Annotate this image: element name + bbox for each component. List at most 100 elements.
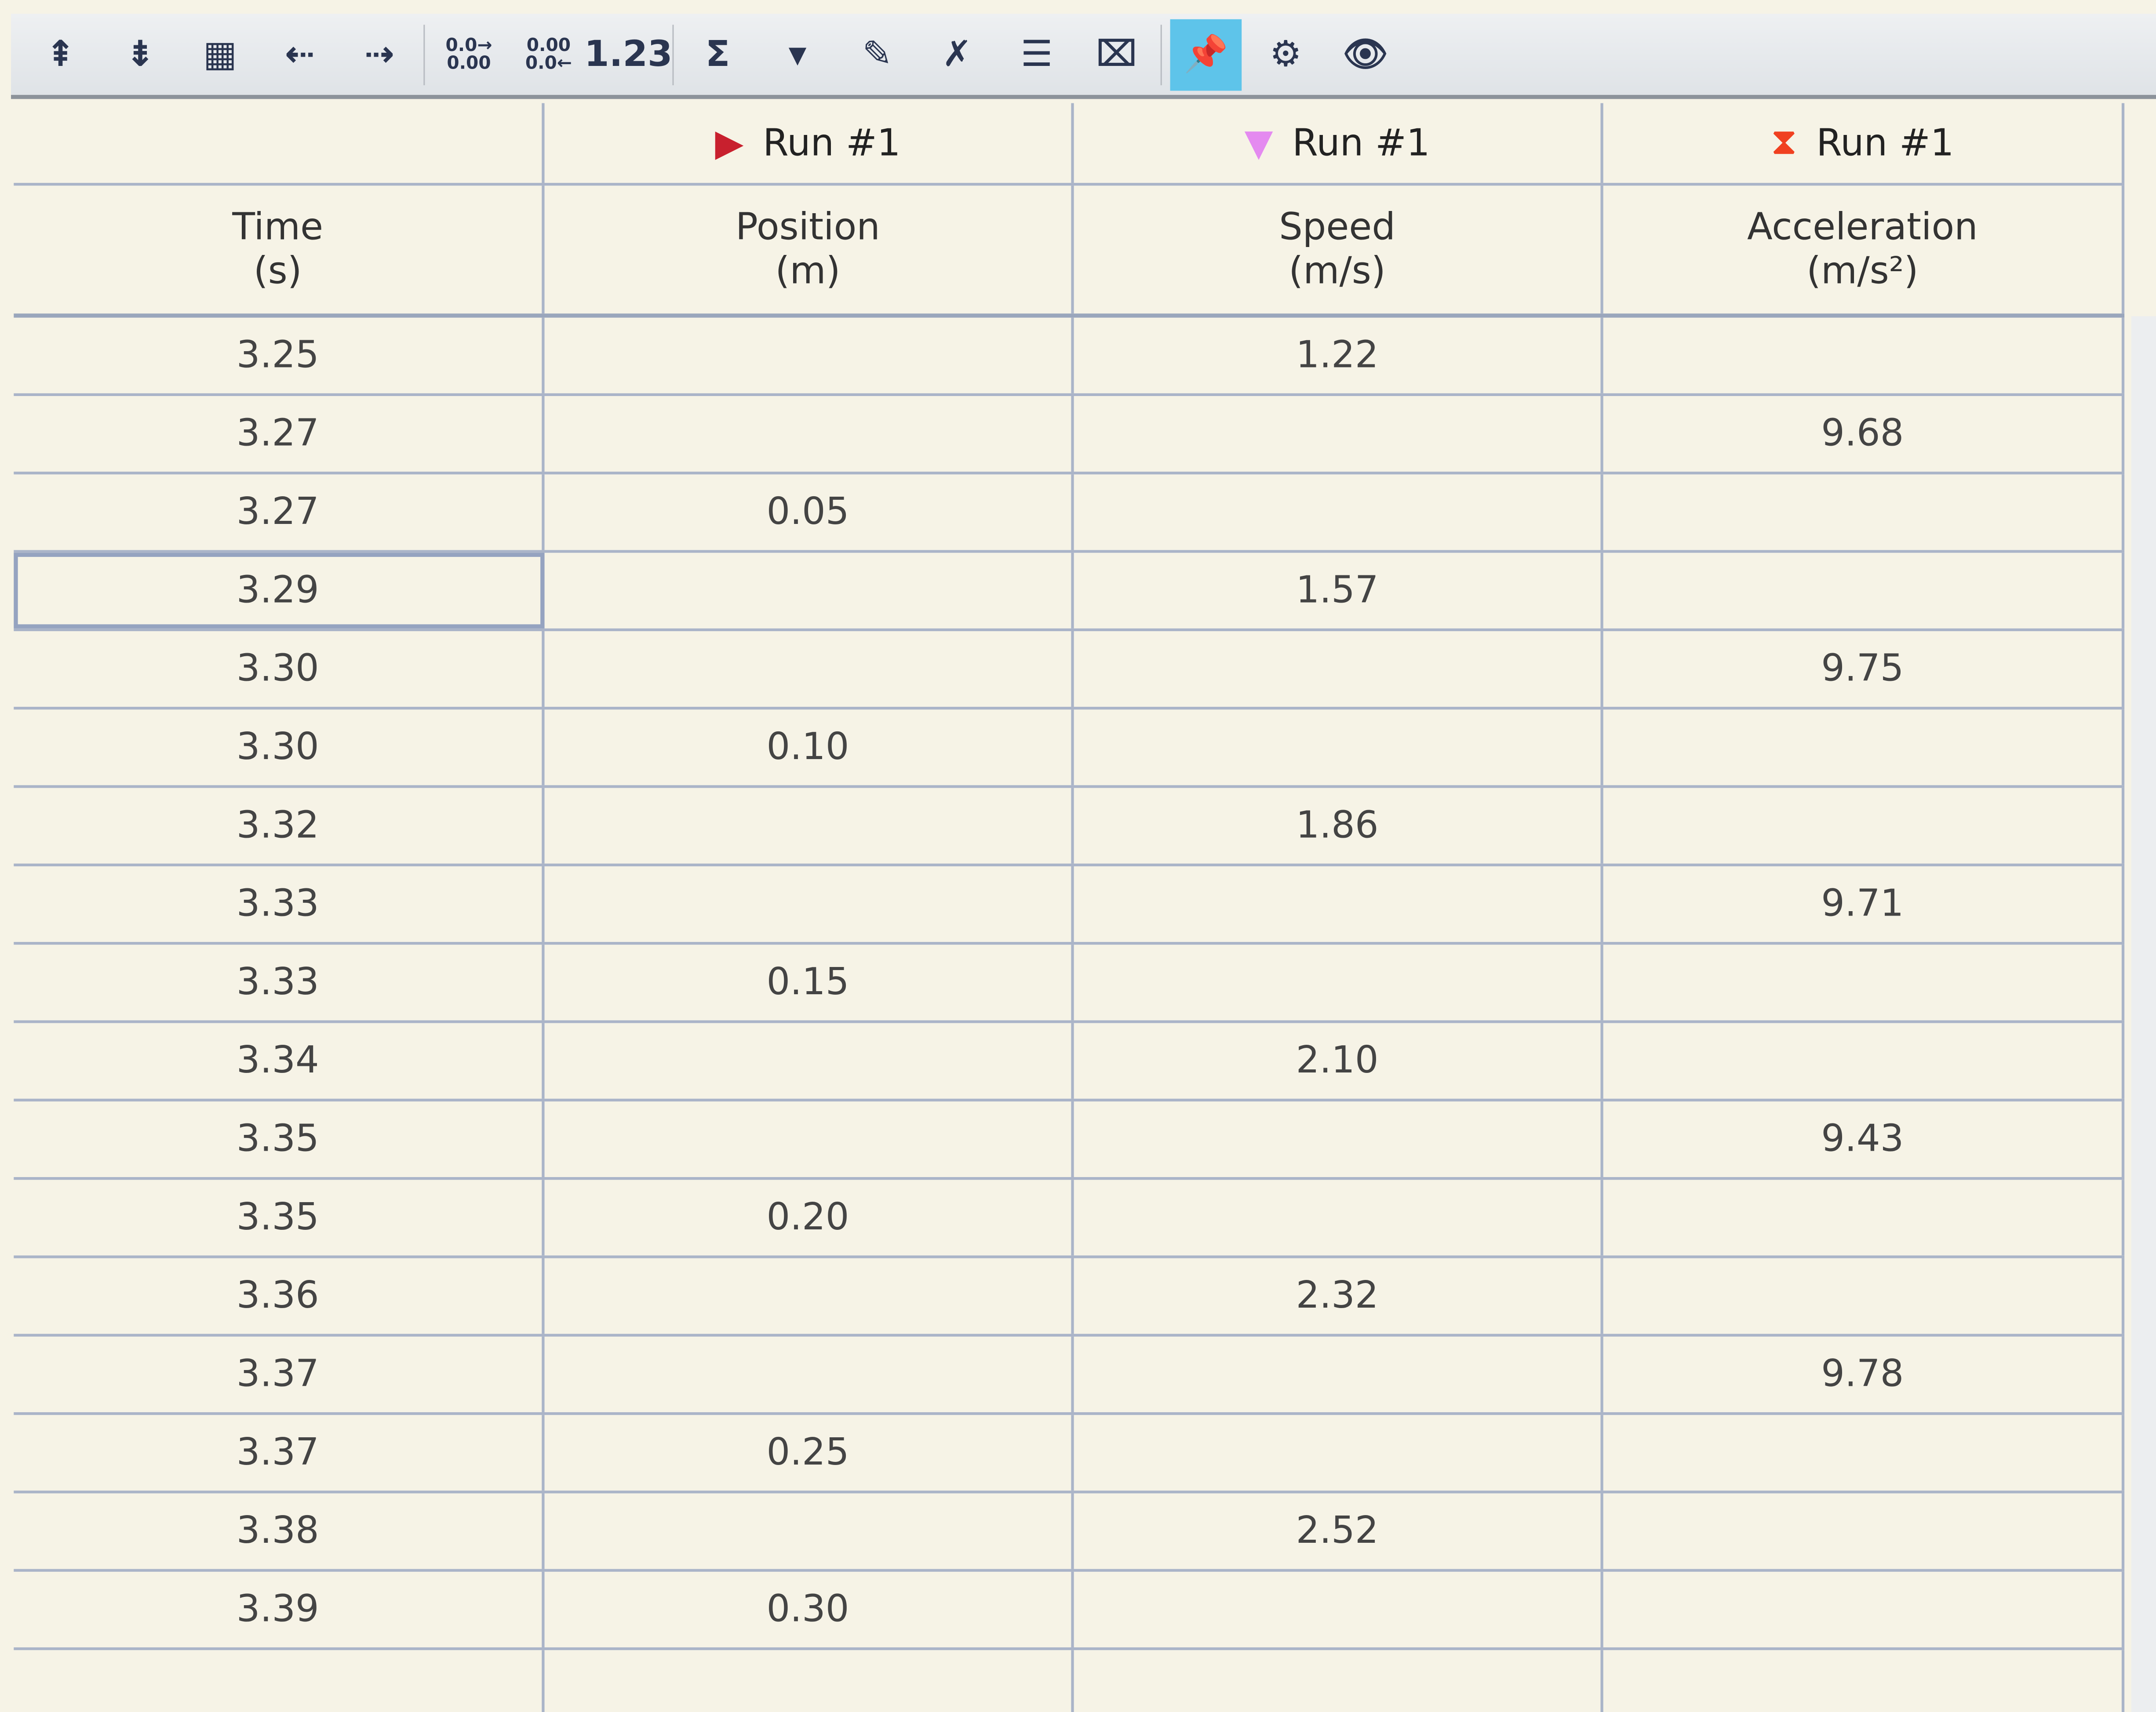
table-cell[interactable] bbox=[1603, 317, 2125, 393]
column-header-time[interactable]: Time (s) bbox=[14, 185, 545, 314]
table-cell[interactable]: 2.52 bbox=[1074, 1493, 1603, 1569]
table-cell[interactable] bbox=[1603, 1023, 2125, 1099]
add-column-button[interactable]: ▦ bbox=[184, 18, 256, 90]
table-cell[interactable] bbox=[1603, 1258, 2125, 1334]
table-cell[interactable] bbox=[545, 1101, 1074, 1177]
table-cell[interactable] bbox=[1074, 1336, 1603, 1412]
table-cell[interactable] bbox=[1603, 1493, 2125, 1569]
table-cell[interactable]: 3.37 bbox=[14, 1415, 545, 1491]
fit-columns-button[interactable]: ⌧ bbox=[1081, 18, 1152, 90]
table-cell[interactable] bbox=[545, 552, 1074, 629]
column-run-header[interactable] bbox=[14, 103, 545, 183]
table-cell[interactable]: 3.38 bbox=[14, 1493, 545, 1569]
column-run-header[interactable]: ▼ Run #1 bbox=[1074, 103, 1603, 183]
table-cell[interactable]: 0.15 bbox=[545, 945, 1074, 1021]
table-cell[interactable]: 3.27 bbox=[14, 396, 545, 472]
table-cell[interactable] bbox=[545, 396, 1074, 472]
column-run-header[interactable]: ⧗ Run #1 bbox=[1603, 103, 2125, 183]
table-cell[interactable]: 3.27 bbox=[14, 474, 545, 550]
table-cell[interactable] bbox=[545, 866, 1074, 942]
number-format-button[interactable]: 1.23 bbox=[584, 18, 673, 90]
table-cell[interactable] bbox=[545, 317, 1074, 393]
table-cell[interactable] bbox=[1603, 474, 2125, 550]
column-run-header[interactable]: ▶ Run #1 bbox=[545, 103, 1074, 183]
clear-button[interactable]: ✗ bbox=[921, 18, 993, 90]
dropdown-arrow-icon: ▾ bbox=[788, 33, 807, 75]
table-cell[interactable]: 1.57 bbox=[1074, 552, 1603, 629]
decrease-decimals-button[interactable]: 0.00 0.0← bbox=[513, 18, 585, 90]
table-cell[interactable]: 3.37 bbox=[14, 1336, 545, 1412]
table-cell[interactable] bbox=[1603, 1180, 2125, 1256]
insert-row-above-button[interactable]: ⇞ bbox=[25, 18, 96, 90]
table-cell[interactable] bbox=[545, 1023, 1074, 1099]
table-cell[interactable]: 3.30 bbox=[14, 709, 545, 785]
table-cell[interactable]: 3.39 bbox=[14, 1571, 545, 1647]
table-cell[interactable]: 0.10 bbox=[545, 709, 1074, 785]
table-cell[interactable]: 3.36 bbox=[14, 1258, 545, 1334]
column-header-position[interactable]: Position (m) bbox=[545, 185, 1074, 314]
table-cell[interactable] bbox=[545, 788, 1074, 864]
table-cell[interactable]: 3.33 bbox=[14, 866, 545, 942]
table-cell[interactable]: 0.25 bbox=[545, 1415, 1074, 1491]
table-cell[interactable]: 9.68 bbox=[1603, 396, 2125, 472]
table-cell[interactable] bbox=[1603, 552, 2125, 629]
table-cell[interactable] bbox=[1074, 1571, 1603, 1647]
table-cell[interactable] bbox=[1603, 1571, 2125, 1647]
table-cell[interactable]: 0.30 bbox=[545, 1571, 1074, 1647]
table-cell[interactable]: 0.20 bbox=[545, 1180, 1074, 1256]
table-cell[interactable] bbox=[1074, 1415, 1603, 1491]
table-cell[interactable]: 3.25 bbox=[14, 317, 545, 393]
table-cell[interactable]: 1.22 bbox=[1074, 317, 1603, 393]
table-cell[interactable] bbox=[14, 1650, 545, 1712]
table-cell[interactable] bbox=[1074, 866, 1603, 942]
column-header-speed[interactable]: Speed (m/s) bbox=[1074, 185, 1603, 314]
table-cell[interactable]: 3.32 bbox=[14, 788, 545, 864]
table-cell[interactable] bbox=[1074, 709, 1603, 785]
pin-button[interactable]: 📌 bbox=[1170, 18, 1242, 90]
table-cell[interactable] bbox=[1074, 396, 1603, 472]
vertical-scrollbar[interactable] bbox=[2131, 316, 2156, 1712]
table-cell[interactable] bbox=[1074, 631, 1603, 707]
column-header-acceleration[interactable]: Acceleration (m/s²) bbox=[1603, 185, 2125, 314]
insert-column-right-button[interactable]: ⇢ bbox=[344, 18, 415, 90]
table-cell[interactable]: 3.33 bbox=[14, 945, 545, 1021]
table-cell[interactable]: 0.05 bbox=[545, 474, 1074, 550]
table-cell[interactable] bbox=[1603, 788, 2125, 864]
settings-gear-button[interactable]: ⚙ bbox=[1250, 18, 1322, 90]
table-cell[interactable] bbox=[545, 631, 1074, 707]
table-cell[interactable]: 9.75 bbox=[1603, 631, 2125, 707]
table-cell[interactable]: 3.34 bbox=[14, 1023, 545, 1099]
dropdown-arrow-button[interactable]: ▾ bbox=[762, 18, 834, 90]
table-cell[interactable] bbox=[545, 1493, 1074, 1569]
table-cell[interactable]: 9.78 bbox=[1603, 1336, 2125, 1412]
sigma-statistics-button[interactable]: Σ bbox=[682, 18, 754, 90]
insert-column-left-icon: ⇠ bbox=[284, 33, 315, 75]
table-cell[interactable]: 3.35 bbox=[14, 1101, 545, 1177]
table-cell[interactable] bbox=[1074, 1101, 1603, 1177]
table-cell[interactable] bbox=[1603, 1415, 2125, 1491]
eye-visibility-button[interactable]: 👁 bbox=[1329, 18, 1401, 90]
table-cell[interactable]: 3.35 bbox=[14, 1180, 545, 1256]
table-cell[interactable] bbox=[545, 1258, 1074, 1334]
table-cell[interactable]: 9.43 bbox=[1603, 1101, 2125, 1177]
table-cell[interactable] bbox=[1074, 945, 1603, 1021]
table-cell[interactable] bbox=[545, 1650, 1074, 1712]
table-cell[interactable] bbox=[1074, 1650, 1603, 1712]
insert-column-left-button[interactable]: ⇠ bbox=[264, 18, 335, 90]
table-cell[interactable] bbox=[1074, 1180, 1603, 1256]
table-cell[interactable] bbox=[1603, 945, 2125, 1021]
table-cell[interactable]: 9.71 bbox=[1603, 866, 2125, 942]
insert-row-below-button[interactable]: ⇟ bbox=[105, 18, 176, 90]
table-cell[interactable]: 3.30 bbox=[14, 631, 545, 707]
table-cell[interactable]: 2.10 bbox=[1074, 1023, 1603, 1099]
table-cell[interactable]: 1.86 bbox=[1074, 788, 1603, 864]
table-cell[interactable]: 3.29 bbox=[14, 552, 545, 629]
table-cell[interactable] bbox=[1603, 1650, 2125, 1712]
edit-column-button[interactable]: ✎ bbox=[841, 18, 913, 90]
table-cell[interactable]: 2.32 bbox=[1074, 1258, 1603, 1334]
table-cell[interactable] bbox=[1603, 709, 2125, 785]
increase-decimals-button[interactable]: 0.0→ 0.00 bbox=[433, 18, 505, 90]
table-cell[interactable] bbox=[1074, 474, 1603, 550]
column-properties-button[interactable]: ☰ bbox=[1001, 18, 1073, 90]
table-cell[interactable] bbox=[545, 1336, 1074, 1412]
